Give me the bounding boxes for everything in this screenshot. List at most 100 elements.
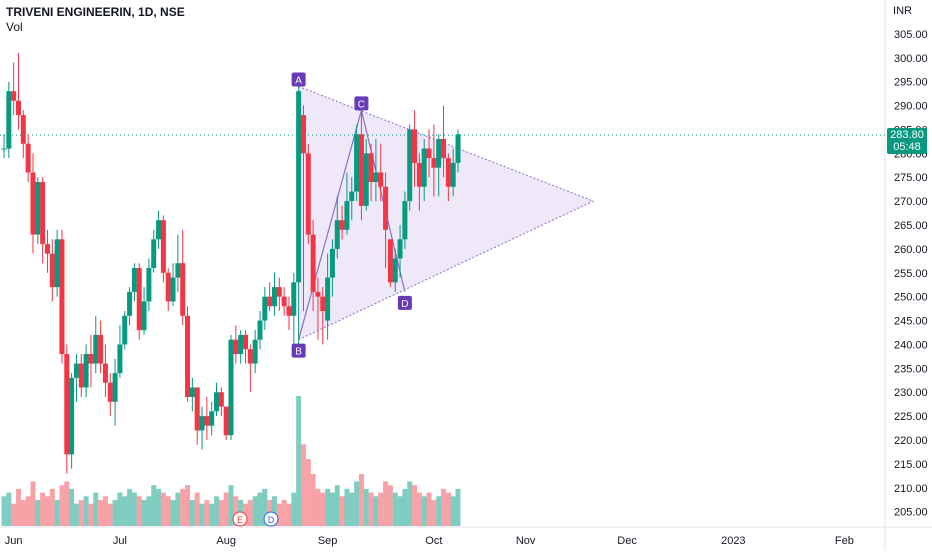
candle-body[interactable] [271,287,277,307]
candle-body[interactable] [122,315,128,345]
candle-body[interactable] [445,158,451,187]
candle-body[interactable] [6,91,12,149]
candle-body[interactable] [243,334,248,350]
candle-body[interactable] [218,392,224,407]
candle-body[interactable] [194,387,200,431]
candle-body[interactable] [344,201,350,230]
candle-body[interactable] [78,363,84,388]
candle-body[interactable] [238,334,244,354]
candle-body[interactable] [267,296,273,307]
symbol-title[interactable]: TRIVENI ENGINEERIN, 1D, NSE [6,5,185,19]
dividend-marker-icon[interactable] [263,511,279,527]
candle-body[interactable] [291,282,297,316]
candle-body[interactable] [436,139,442,168]
candle-body[interactable] [247,349,253,364]
candle-body[interactable] [426,148,432,159]
candle-body[interactable] [281,296,287,307]
candle-body[interactable] [349,191,355,202]
candle-body[interactable] [180,263,186,316]
candle-body[interactable] [329,248,335,278]
candle-body[interactable] [146,268,152,302]
candle-body[interactable] [165,272,171,302]
earnings-marker-icon[interactable] [232,511,248,527]
candle-body[interactable] [354,134,360,192]
candle-body[interactable] [334,220,340,249]
candle-body[interactable] [69,377,75,455]
candle-body[interactable] [257,320,263,340]
candle-body[interactable] [64,354,70,455]
candle-body[interactable] [44,244,50,254]
candle-body[interactable] [73,363,79,378]
pattern-point-a-badge[interactable] [291,72,306,87]
candle-body[interactable] [358,134,364,206]
pattern-point-d-badge[interactable] [397,295,412,310]
candle-body[interactable] [368,153,374,182]
candle-body[interactable] [160,220,166,273]
candle-body[interactable] [373,172,379,182]
candle-body[interactable] [49,253,55,288]
candle-body[interactable] [310,234,316,292]
candle-body[interactable] [233,339,239,354]
candle-body[interactable] [93,334,99,364]
candle-body[interactable] [305,153,311,235]
candle-body[interactable] [378,172,384,187]
candle-body[interactable] [131,268,137,292]
candle-body[interactable] [112,373,118,402]
candle-body[interactable] [392,258,398,283]
candle-body[interactable] [102,363,108,383]
candle-body[interactable] [88,354,94,364]
candle-body[interactable] [127,291,133,316]
candle-body[interactable] [339,220,345,230]
candle-body[interactable] [387,239,393,283]
candle-body[interactable] [252,339,258,364]
candle-body[interactable] [421,148,427,187]
candle-body[interactable] [300,115,306,154]
candle-body[interactable] [199,416,205,431]
candle-body[interactable] [25,143,31,173]
candle-body[interactable] [204,416,210,426]
candle-body[interactable] [450,162,456,187]
candle-body[interactable] [15,100,21,116]
candle-body[interactable] [296,91,302,283]
candle-body[interactable] [30,172,36,235]
candle-body[interactable] [363,153,369,206]
candle-body[interactable] [117,344,123,374]
candle-body[interactable] [455,134,461,163]
candle-body[interactable] [383,186,389,230]
candle-body[interactable] [156,220,162,240]
candle-body[interactable] [223,406,229,436]
candle-body[interactable] [59,239,65,354]
candle-body[interactable] [20,115,26,144]
candle-body[interactable] [431,158,437,168]
pattern-point-b-badge[interactable] [291,343,306,358]
candle-body[interactable] [315,291,321,297]
candle-body[interactable] [151,239,157,268]
candle-body[interactable] [175,263,181,278]
candle-body[interactable] [189,387,195,397]
pattern-point-c-badge[interactable] [354,96,369,111]
candle-body[interactable] [320,296,326,311]
candle-body[interactable] [35,182,41,235]
candle-body[interactable] [214,392,220,412]
candle-body[interactable] [107,382,113,402]
candle-body[interactable] [286,306,292,316]
candle-body[interactable] [209,411,215,426]
candle-body[interactable] [262,296,268,321]
candle-body[interactable] [397,239,403,259]
candle-body[interactable] [170,277,176,302]
candle-body[interactable] [325,277,331,321]
candle-body[interactable] [54,239,60,288]
candle-body[interactable] [11,91,17,101]
candle-body[interactable] [185,315,191,397]
candle-body[interactable] [228,339,234,436]
candle-body[interactable] [141,301,147,331]
candle-body[interactable] [416,162,422,187]
candle-body[interactable] [441,139,447,159]
candle-body[interactable] [83,354,89,388]
candle-body[interactable] [276,287,282,297]
candle-body[interactable] [412,129,418,163]
candle-body[interactable] [98,334,104,364]
candle-body[interactable] [136,268,142,331]
